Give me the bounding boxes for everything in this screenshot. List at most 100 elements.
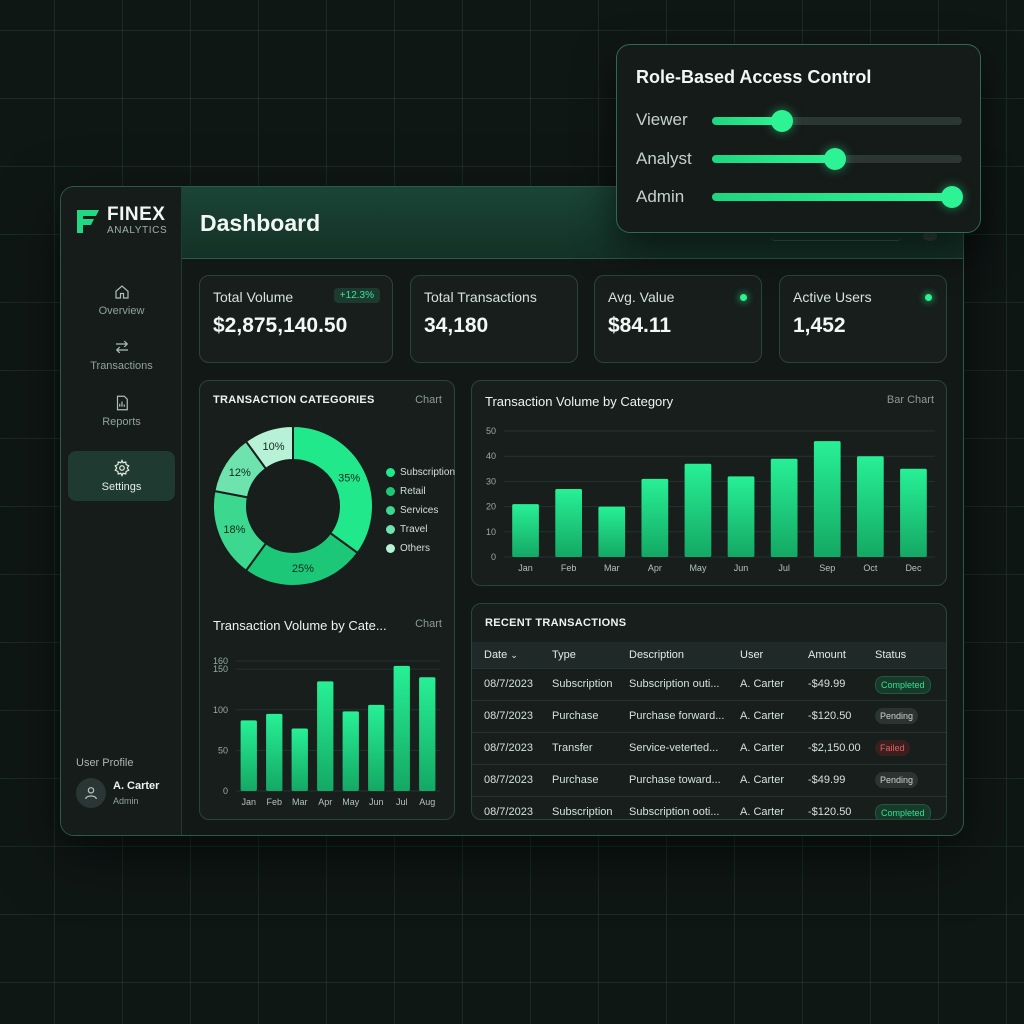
x-tick-label: Mar [292,797,308,807]
cell-description: Purchase forward... [629,710,725,722]
donut-chart: 35% 25% 18% 12% 10% [212,424,374,587]
slider-thumb[interactable] [771,110,793,132]
header-avatar[interactable] [923,231,937,241]
bar-jul[interactable] [393,665,410,791]
x-tick-label: Apr [318,797,332,807]
legend-item[interactable]: Subscription [386,463,455,482]
column-header-user[interactable]: User [740,649,764,661]
legend-dot [386,468,395,477]
bar-feb[interactable] [555,488,583,557]
status-dot [740,294,747,301]
bar-mar[interactable] [291,728,308,791]
cell-description: Subscription outi... [629,678,720,690]
kpi-card-avg-value[interactable]: Avg. Value $84.11 [594,275,762,363]
cell-description: Subscription ooti... [629,806,720,818]
bar-apr[interactable] [317,681,334,791]
legend-item[interactable]: Retail [386,482,455,501]
slice-label: 10% [263,441,285,453]
cell-type: Subscription [552,678,613,690]
table-row[interactable]: 08/7/2023 Transfer Service-veterted... A. C… [472,732,946,764]
bar-oct[interactable] [856,456,884,557]
kpi-card-active-users[interactable]: Active Users 1,452 [779,275,947,363]
sidebar-item-reports[interactable]: Reports [68,386,175,436]
bar-jul[interactable] [770,458,798,557]
table-row[interactable]: 08/7/2023 Purchase Purchase forward... A. C… [472,700,946,732]
donut-slice-others[interactable] [244,424,294,471]
y-tick-label: 0 [223,786,228,796]
sidebar-item-label: Settings [101,481,142,493]
slice-label: 25% [292,563,314,575]
bar-apr[interactable] [641,478,669,557]
bar-jun[interactable] [727,476,755,557]
card-tag[interactable]: Bar Chart [886,394,934,406]
table-row[interactable]: 08/7/2023 Subscription Subscription outi..… [472,668,946,700]
x-tick-label: Jun [734,563,749,573]
legend-item[interactable]: Services [386,501,455,520]
slice-label: 18% [223,524,245,536]
column-header-status[interactable]: Status [875,649,907,661]
kpi-card-total-transactions[interactable]: Total Transactions 34,180 [410,275,578,363]
sidebar-item-settings[interactable]: Settings [68,451,175,501]
bar-may[interactable] [684,463,712,557]
header-search-box[interactable] [771,227,901,241]
donut-slice-subscription[interactable] [292,424,374,555]
bar-mar[interactable] [598,506,626,557]
bar-may[interactable] [342,711,359,791]
table-row[interactable]: 08/7/2023 Purchase Purchase toward... A. Ca… [472,764,946,796]
y-tick-label: 150 [213,664,228,674]
table-row[interactable]: 08/7/2023 Subscription Subscription ooti..… [472,796,946,819]
avatar[interactable] [76,778,106,808]
column-header-amount[interactable]: Amount [808,649,846,661]
role-label-admin: Admin [636,187,685,206]
legend-label: Services [400,505,439,516]
legend-dot [386,487,395,496]
kpi-value: 1,452 [793,314,846,337]
kpi-label: Avg. Value [608,289,675,305]
bar-jan[interactable] [512,504,539,557]
column-header-date[interactable]: Date ⌄ [484,649,518,661]
y-tick-label: 40 [486,451,496,461]
cell-type: Subscription [552,806,613,818]
bar-dec[interactable] [900,468,927,557]
categories-card: TRANSACTION CATEGORIES Chart 35% 25% 18% 12… [199,380,455,820]
slider-thumb[interactable] [941,186,963,208]
role-label-viewer: Viewer [636,110,688,129]
donut-legend: Subscription Retail Services Travel Others [386,463,455,558]
cell-date: 08/7/2023 [484,678,533,690]
card-tag[interactable]: Chart [415,394,442,406]
card-tag[interactable]: Chart [415,618,442,630]
column-header-type[interactable]: Type [552,649,576,661]
kpi-label: Total Volume [213,289,294,305]
legend-item[interactable]: Others [386,539,455,558]
analyst-slider[interactable] [712,148,962,170]
role-label-analyst: Analyst [636,149,692,168]
column-header-description[interactable]: Description [629,649,685,661]
logo[interactable]: FINEX ANALYTICS [75,205,167,236]
kpi-value: $2,875,140.50 [213,314,348,337]
slider-thumb[interactable] [823,148,846,170]
y-tick-label: 160 [213,656,228,666]
cell-user: A. Carter [740,678,785,690]
bar-feb[interactable] [266,713,283,791]
finex-logo-icon [77,209,99,233]
user-icon [85,787,97,800]
legend-item[interactable]: Travel [386,520,455,539]
arrows-icon [115,340,128,354]
bar-jun[interactable] [368,704,385,791]
sidebar-item-overview[interactable]: Overview [68,275,175,325]
y-tick-label: 100 [213,705,228,715]
chevron-down-icon: ⌄ [510,650,518,660]
cell-type: Transfer [552,742,593,754]
legend-dot [386,544,395,553]
bar-sep[interactable] [813,441,841,557]
cell-date: 08/7/2023 [484,774,533,786]
bar-jan[interactable] [240,720,257,791]
viewer-slider[interactable] [712,110,962,132]
cell-type: Purchase [552,774,599,786]
x-tick-label: Feb [561,563,577,573]
kpi-card-total-volume[interactable]: Total Volume +12.3% $2,875,140.50 [199,275,393,363]
sidebar-item-transactions[interactable]: Transactions [68,330,175,380]
bar-aug[interactable] [419,677,436,791]
admin-slider[interactable] [712,186,963,208]
slider-fill [712,193,952,201]
